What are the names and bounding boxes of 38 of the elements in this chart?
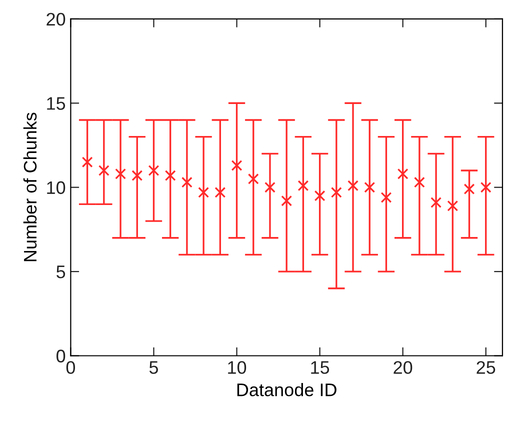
point bbox=[132, 170, 143, 182]
x-tick-label: 25 bbox=[476, 361, 496, 374]
x-tick-label: 15 bbox=[311, 361, 330, 374]
point bbox=[264, 182, 276, 193]
point bbox=[380, 192, 392, 203]
y-axis-title: Number of Chunks bbox=[23, 112, 37, 262]
point bbox=[281, 195, 292, 206]
point bbox=[464, 184, 475, 195]
point bbox=[397, 168, 408, 180]
point bbox=[348, 180, 359, 192]
y-tick-label: 20 bbox=[46, 12, 66, 26]
point bbox=[314, 190, 326, 202]
point bbox=[98, 165, 110, 176]
point bbox=[148, 165, 160, 176]
point bbox=[298, 180, 309, 192]
point bbox=[480, 182, 492, 193]
x-tick-label: 20 bbox=[394, 361, 412, 374]
x-axis-title: Datanode ID bbox=[237, 382, 336, 396]
y-tick-label: 15 bbox=[47, 97, 66, 110]
x-tick-label: 5 bbox=[149, 361, 158, 374]
point bbox=[115, 168, 126, 180]
point bbox=[414, 176, 425, 188]
point bbox=[430, 197, 442, 208]
y-tick-label: 5 bbox=[56, 266, 66, 278]
point bbox=[364, 182, 376, 193]
point bbox=[248, 173, 259, 184]
point bbox=[181, 176, 192, 188]
x-tick-label: 10 bbox=[228, 361, 246, 374]
point bbox=[214, 186, 226, 198]
y-tick-label: 10 bbox=[47, 181, 66, 194]
point bbox=[198, 186, 210, 198]
point bbox=[164, 170, 176, 182]
point bbox=[231, 160, 242, 171]
x-tick-label: 0 bbox=[66, 361, 76, 374]
point bbox=[330, 186, 342, 198]
point bbox=[82, 156, 93, 168]
y-tick-label: 0 bbox=[56, 350, 66, 362]
point bbox=[447, 200, 458, 212]
